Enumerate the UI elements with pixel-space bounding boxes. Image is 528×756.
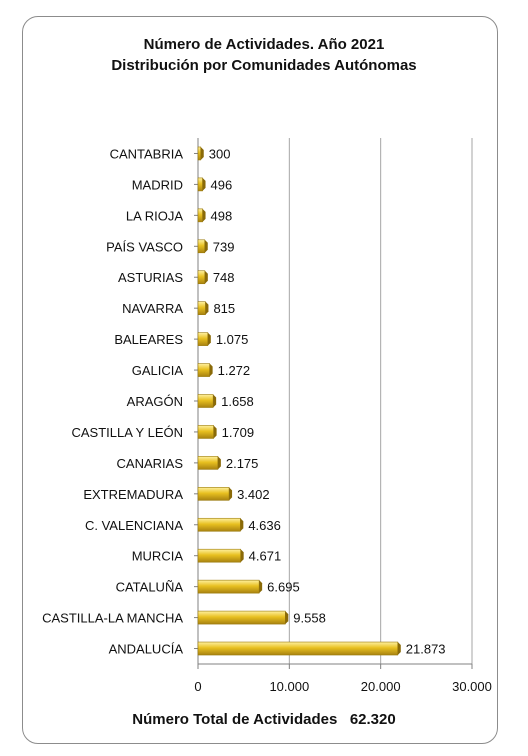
x-tick-label: 30.000	[452, 679, 492, 694]
total-label: Número Total de Actividades	[132, 711, 338, 728]
data-label: 1.658	[221, 394, 254, 409]
category-label: CASTILLA Y LEÓN	[71, 425, 183, 440]
bar	[197, 332, 209, 346]
bar-end-cap	[213, 425, 217, 439]
data-label: 4.636	[248, 518, 281, 533]
bar	[197, 456, 219, 470]
category-label: BALEARES	[114, 332, 183, 347]
bar-end-cap	[213, 394, 217, 408]
bar	[197, 517, 241, 532]
bar	[197, 239, 206, 254]
data-label: 9.558	[293, 611, 326, 626]
bar	[197, 208, 203, 223]
data-label: 748	[213, 270, 235, 285]
bar	[197, 301, 206, 315]
data-label: 496	[211, 177, 233, 192]
bar-end-cap	[202, 177, 206, 191]
data-label: 4.671	[249, 549, 282, 564]
total-activities: Número Total de Actividades 62.320	[0, 711, 528, 728]
category-label: C. VALENCIANA	[85, 518, 183, 533]
x-tick-label: 10.000	[269, 679, 309, 694]
bar-end-cap	[204, 270, 208, 284]
category-label: GALICIA	[132, 363, 184, 378]
bar-end-cap	[285, 611, 289, 625]
category-label: NAVARRA	[122, 301, 183, 316]
bar	[197, 487, 230, 501]
data-label: 300	[209, 146, 231, 161]
bar	[197, 146, 202, 161]
bar-end-cap	[200, 146, 204, 160]
data-label: 6.695	[267, 580, 300, 595]
x-tick-label: 0	[194, 679, 201, 694]
data-label: 21.873	[406, 642, 446, 657]
bar-end-cap	[205, 301, 209, 315]
category-label: CANARIAS	[117, 456, 184, 471]
data-label: 1.075	[216, 332, 249, 347]
bar-end-cap	[204, 239, 208, 253]
data-label: 739	[213, 239, 235, 254]
x-tick-label: 20.000	[361, 679, 401, 694]
bar-end-cap	[209, 363, 213, 377]
bar-end-cap	[259, 580, 263, 594]
chart-subtitle: Distribución por Comunidades Autónomas	[111, 57, 417, 74]
category-label: LA RIOJA	[126, 208, 183, 223]
bar	[197, 394, 214, 408]
chart-title: Número de Actividades. Año 2021	[143, 36, 385, 53]
category-label: PAÍS VASCO	[106, 239, 183, 254]
category-label: ANDALUCÍA	[109, 642, 184, 657]
bar-end-cap	[217, 456, 221, 470]
data-label: 1.272	[218, 363, 251, 378]
category-label: CATALUÑA	[116, 580, 184, 595]
category-label: MURCIA	[132, 549, 184, 564]
data-label: 815	[213, 301, 235, 316]
bar	[197, 270, 206, 285]
data-label: 498	[211, 208, 233, 223]
bar	[197, 579, 260, 594]
data-label: 3.402	[237, 487, 270, 502]
bar-end-cap	[240, 518, 244, 532]
total-value: 62.320	[349, 711, 396, 728]
bar	[197, 641, 399, 656]
bar-end-cap	[397, 642, 401, 656]
bar	[197, 363, 210, 377]
bar	[197, 610, 286, 625]
category-label: CANTABRIA	[110, 146, 184, 161]
bar-end-cap	[229, 487, 233, 501]
bar	[197, 548, 241, 563]
category-label: MADRID	[132, 177, 183, 192]
data-label: 2.175	[226, 456, 259, 471]
bar	[197, 177, 203, 192]
bar-end-cap	[207, 332, 211, 346]
chart-title-block: Número de Actividades. Año 2021 Distribu…	[0, 34, 528, 76]
category-label: ASTURIAS	[118, 270, 183, 285]
bar-end-cap	[202, 208, 206, 222]
category-label: ARAGÓN	[127, 394, 183, 409]
category-label: EXTREMADURA	[83, 487, 183, 502]
bar-end-cap	[240, 549, 244, 563]
data-label: 1.709	[222, 425, 255, 440]
bar	[197, 425, 214, 439]
category-label: CASTILLA-LA MANCHA	[42, 611, 183, 626]
